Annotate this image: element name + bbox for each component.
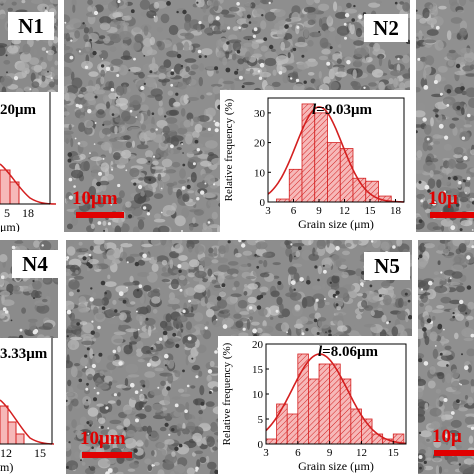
mean-value-n2: =9.03μm [316,102,372,118]
xlabel-n4-fragment: m) [0,460,14,474]
scale-bar-label-n2: 10μm [72,188,118,209]
panel-label-n2: N2 [364,14,408,42]
histogram-bar [308,378,320,445]
histogram-bar [288,168,303,203]
x-tick-label: 15 [388,447,400,459]
scale-bar-top-right [430,212,474,218]
x-tick-label: 9 [316,205,322,217]
histogram-bar [314,112,328,203]
gaussian-fit-curve [265,353,407,445]
y-axis-label: Relative frequency (%) [221,342,233,445]
y-tick-label: 0 [258,439,264,451]
mean-symbol-n2: l [312,102,317,118]
tick-n1-5: 5 [4,206,10,220]
panel-label-n5: N5 [364,252,410,280]
x-tick-label: 9 [327,447,333,459]
tick-n4-12: 12 [0,446,12,460]
histogram-n2: 3 6 9 12 15 18 0 10 20 30 Grain size (μm) Relative … [223,97,405,231]
inset-n1-fragment: 20μm 5 18 μm) [0,92,58,232]
x-axis-label: Grain size (μm) [298,459,374,473]
sem-image-top-right [416,0,474,232]
x-tick-label: 18 [390,205,402,217]
scale-bar-label-top-right: 10μ [428,188,458,209]
x-tick-label: 6 [291,205,297,217]
scale-bar-n5 [82,452,132,458]
histogram-n5: 3 6 9 12 15 0 5 10 15 20 Grain size (μm) Relative f… [221,339,407,473]
histogram-bar [265,438,278,445]
xlabel-n1-fragment: μm) [0,220,20,232]
mean-label-n5: l=8.06μm [318,344,378,361]
x-tick-label: 6 [295,447,301,459]
mean-value-n1: 20μm [0,102,36,118]
panel-label-n4: N4 [12,250,58,278]
y-tick-label: 30 [254,108,266,120]
tick-n4-15: 15 [34,446,46,460]
histogram-n1-fragment [0,92,57,205]
x-tick-label: 12 [356,447,367,459]
y-tick-label: 15 [252,364,264,376]
histogram-bar [286,413,299,445]
y-tick-label: 20 [254,138,266,150]
histogram-bar [327,142,341,203]
histogram-bar [339,378,352,445]
histogram-bar [329,363,341,445]
histogram-n4-fragment [0,338,55,445]
histogram-inset-n2: 3 6 9 12 15 18 0 10 20 30 Grain size (μm) Relative … [220,90,410,232]
y-tick-label: 0 [260,197,266,209]
sem-panel-n4: N4 3.33μm 12 15 m) [0,240,58,474]
x-tick-label: 12 [339,205,350,217]
mean-value-n4: 3.33μm [0,346,48,362]
histogram-inset-n5: 3 6 9 12 15 0 5 10 15 20 Grain size (μm) Relative f… [218,336,412,474]
sem-panel-n5: N5 10μm 3 6 9 12 15 0 5 10 15 20 Grain size (μm) Re… [66,240,412,474]
sem-panel-top-right: 10μ [416,0,474,232]
tick-n1-18: 18 [22,206,34,220]
inset-n4-fragment: 3.33μm 12 15 m) [0,338,58,474]
scale-bar-bottom-right [434,450,474,456]
y-tick-label: 10 [252,389,264,401]
y-axis-label: Relative frequency (%) [223,98,235,201]
gaussian-fit-curve [267,106,404,203]
sem-image-bottom-right [418,240,474,474]
y-tick-label: 10 [254,167,266,179]
y-tick-label: 5 [258,414,264,426]
scale-bar-label-n5: 10μm [80,428,126,449]
x-tick-label: 3 [263,447,269,459]
sem-panel-n2: N2 10μm 3 6 9 12 15 18 0 10 20 30 Grain size (μm) R… [64,0,410,232]
scale-bar-n2 [76,212,124,218]
mean-symbol-n5: l [318,344,323,360]
x-tick-label: 15 [365,205,377,217]
x-axis-label: Grain size (μm) [298,217,374,231]
sem-panel-bottom-right: 10μ [418,240,474,474]
panel-label-n1: N1 [8,12,54,40]
mean-label-n2: l=9.03μm [312,102,372,119]
histogram-bar [318,363,331,445]
mean-value-n5: =8.06μm [322,344,378,360]
scale-bar-label-bottom-right: 10μ [432,426,462,447]
sem-panel-n1: N1 20μm 5 18 μm) [0,0,58,232]
x-tick-label: 3 [265,205,271,217]
y-tick-label: 20 [252,339,264,351]
plot-frame [267,97,405,203]
